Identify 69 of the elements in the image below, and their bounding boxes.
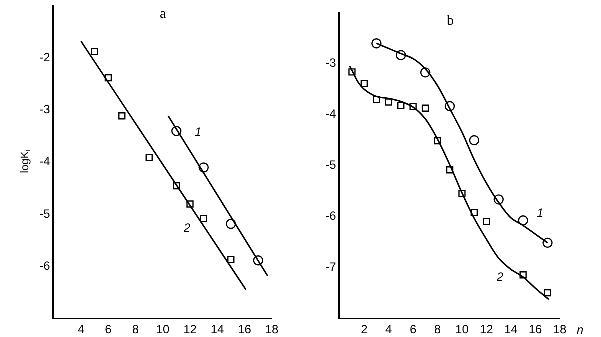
point — [104, 74, 112, 82]
point — [422, 104, 430, 112]
point — [226, 219, 236, 230]
annotation: 2 — [183, 221, 191, 235]
x-tick-label: 2 — [361, 322, 368, 337]
annotation: 1 — [195, 125, 202, 139]
annotation: 1 — [537, 206, 544, 220]
x-tick-label: 18 — [553, 322, 567, 337]
point — [385, 98, 392, 106]
x-tick-label: 8 — [434, 322, 442, 337]
chart-title: a — [160, 7, 167, 22]
y-tick-label: -5 — [40, 206, 51, 221]
point — [544, 289, 552, 297]
point — [253, 256, 264, 266]
point — [373, 96, 380, 104]
point — [446, 166, 454, 174]
point — [469, 135, 480, 146]
x-tick-label: 4 — [386, 322, 393, 337]
point — [483, 218, 490, 226]
x-tick-label: 6 — [105, 322, 112, 337]
x-tick-label: 10 — [156, 322, 170, 337]
line-series — [349, 65, 550, 300]
point — [542, 238, 553, 248]
y-tick-label: -3 — [40, 102, 51, 117]
x-tick-label: 10 — [456, 322, 470, 337]
x-tick-label: 12 — [184, 322, 198, 337]
x-tick-label: 14 — [210, 322, 224, 337]
point — [172, 126, 182, 136]
point — [434, 137, 442, 145]
y-tick-label: -3 — [326, 56, 337, 70]
x-tick-label: 12 — [480, 322, 494, 337]
point — [198, 162, 209, 173]
x-tick-label: 16 — [238, 322, 252, 337]
point — [118, 112, 126, 120]
point — [360, 80, 368, 88]
y-tick-label: -5 — [326, 158, 337, 172]
point — [200, 215, 208, 222]
point — [518, 215, 528, 226]
x-tick-label: 16 — [528, 322, 543, 337]
y-tick-label: -6 — [326, 209, 337, 224]
y-tick-label: -4 — [326, 107, 337, 122]
point — [372, 38, 382, 49]
point — [458, 190, 466, 198]
point — [91, 48, 98, 56]
point — [444, 101, 456, 112]
point — [173, 182, 180, 190]
point — [410, 103, 417, 110]
point — [348, 68, 356, 76]
x-tick-label: 14 — [504, 322, 518, 337]
x-axis-title: n — [577, 323, 584, 337]
x-tick-label: 6 — [410, 322, 417, 337]
y-tick-label: -6 — [40, 259, 51, 274]
y-tick-label: -4 — [40, 154, 51, 169]
point — [396, 50, 406, 60]
point — [398, 102, 405, 110]
point — [420, 68, 431, 78]
point — [146, 154, 153, 162]
annotation: 2 — [496, 270, 504, 284]
y-tick-label: -7 — [326, 260, 337, 274]
point — [470, 209, 478, 217]
chart-title: b — [447, 14, 454, 29]
x-tick-label: 18 — [265, 322, 279, 337]
y-tick-label: -2 — [40, 50, 51, 64]
point — [186, 200, 194, 208]
point — [520, 272, 527, 279]
point — [494, 194, 504, 205]
x-tick-label: 4 — [78, 322, 85, 337]
point — [228, 256, 235, 264]
x-tick-label: 8 — [132, 322, 140, 337]
